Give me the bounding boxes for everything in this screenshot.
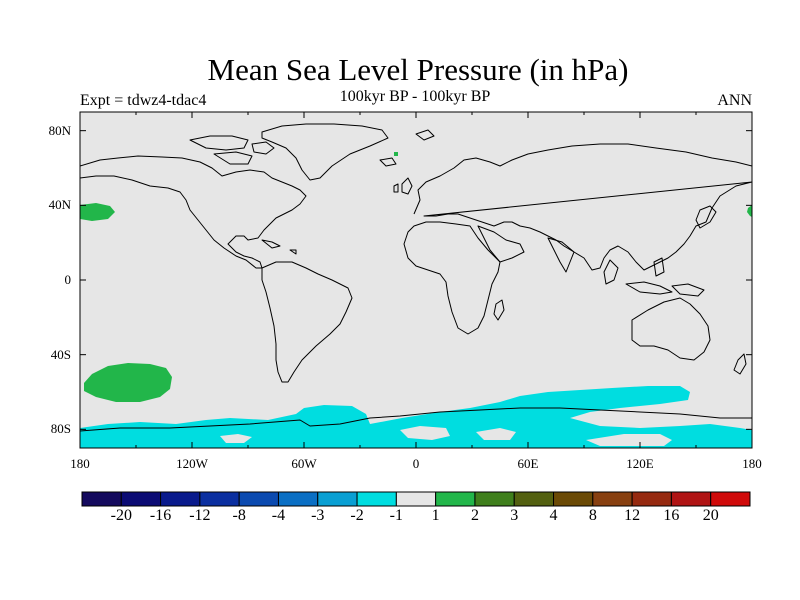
- coastline-japan: [695, 205, 717, 229]
- colorbar-label: 12: [624, 507, 641, 524]
- coastline-europe-asia: [413, 143, 752, 271]
- coastline-madagascar: [493, 299, 505, 321]
- x-tick-label: 180: [742, 456, 762, 471]
- y-tick-label: 40S: [50, 346, 71, 362]
- coastline-canadian-arctic: [189, 135, 275, 165]
- colorbar-swatch: [277, 491, 319, 507]
- colorbar-swatch: [592, 491, 633, 507]
- colorbar-label: 2: [470, 507, 479, 524]
- season-label: ANN: [717, 92, 752, 109]
- anomaly-fills: [80, 152, 752, 448]
- colorbar-swatch: [553, 491, 594, 507]
- colorbar-swatch: [81, 491, 122, 507]
- y-tick-label: 80S: [50, 421, 71, 437]
- y-tick-label: 40N: [48, 197, 71, 213]
- coastlines: [80, 123, 752, 432]
- colorbar-swatch: [631, 491, 672, 507]
- anomaly-gap-antarctic-2: [400, 426, 450, 440]
- coastline-antarctica: [80, 407, 752, 432]
- anomaly-gap-antarctic-3: [476, 428, 516, 440]
- coastline-iceland: [379, 157, 397, 167]
- x-tick-label: 120W: [176, 456, 208, 471]
- plot-subtitle: 100kyr BP - 100kyr BP: [339, 88, 491, 105]
- colorbar-label: -4: [271, 507, 286, 524]
- x-tick-label: 0: [412, 456, 420, 471]
- coastline-british-isles: [393, 177, 413, 195]
- colorbar-swatch: [710, 491, 751, 507]
- colorbar-label: 8: [588, 507, 597, 524]
- y-tick-label: 0: [64, 272, 72, 287]
- colorbar: [81, 491, 751, 507]
- coastline-south-america: [261, 261, 353, 383]
- colorbar-label: 20: [702, 507, 719, 524]
- colorbar-label: -16: [149, 507, 172, 524]
- anomaly-region-greenland-sea: [394, 152, 398, 156]
- colorbar-label: -2: [350, 507, 364, 524]
- coastline-new-zealand: [733, 353, 747, 375]
- coastline-india: [547, 237, 575, 273]
- colorbar-label: 16: [663, 507, 680, 524]
- anomaly-region-north-pacific: [80, 203, 115, 221]
- anomaly-gap-antarctic-4: [586, 434, 672, 446]
- colorbar-label: 4: [549, 507, 558, 524]
- colorbar-swatch: [238, 491, 279, 507]
- colorbar-swatch: [435, 491, 476, 507]
- x-tick-label: 60W: [291, 456, 317, 471]
- colorbar-swatch: [160, 491, 201, 507]
- colorbar-swatch: [199, 491, 240, 507]
- y-tick-label: 80N: [48, 122, 71, 138]
- axis-ticks: [79, 112, 753, 448]
- experiment-label: Expt = tdwz4-tdac4: [80, 92, 207, 109]
- anomaly-region-far-nw-pacific: [747, 205, 752, 217]
- anomaly-region-south-pacific: [84, 363, 172, 402]
- colorbar-swatch: [120, 491, 162, 507]
- coastline-southeast-asia: [603, 257, 705, 297]
- colorbar-label: -1: [389, 507, 403, 524]
- colorbar-swatch: [513, 491, 555, 507]
- coastline-australia: [631, 297, 711, 361]
- x-tick-label: 180: [70, 456, 90, 471]
- coastline-svalbard: [415, 129, 435, 141]
- anomaly-region-southern-ocean: [80, 386, 752, 448]
- coastline-caribbean: [261, 239, 297, 255]
- anomaly-gap-antarctic-1: [220, 434, 252, 443]
- colorbar-swatch: [356, 491, 397, 507]
- colorbar-swatch: [670, 491, 712, 507]
- colorbar-swatch: [474, 491, 515, 507]
- colorbar-swatch: [317, 491, 358, 507]
- colorbar-label: 1: [431, 507, 440, 524]
- colorbar-label: 3: [510, 507, 519, 524]
- colorbar-label: -8: [232, 507, 246, 524]
- coastline-north-america: [80, 155, 307, 269]
- coastline-arabia: [477, 225, 525, 263]
- colorbar-label: -12: [189, 507, 211, 524]
- colorbar-swatch: [395, 491, 437, 507]
- x-tick-label: 120E: [626, 456, 654, 471]
- x-tick-label: 60E: [517, 456, 539, 471]
- coastline-africa: [403, 221, 501, 335]
- coastline-greenland: [261, 123, 389, 181]
- colorbar-label: -3: [311, 507, 325, 524]
- plot-title: Mean Sea Level Pressure (in hPa): [207, 52, 629, 87]
- colorbar-label: -20: [110, 507, 132, 524]
